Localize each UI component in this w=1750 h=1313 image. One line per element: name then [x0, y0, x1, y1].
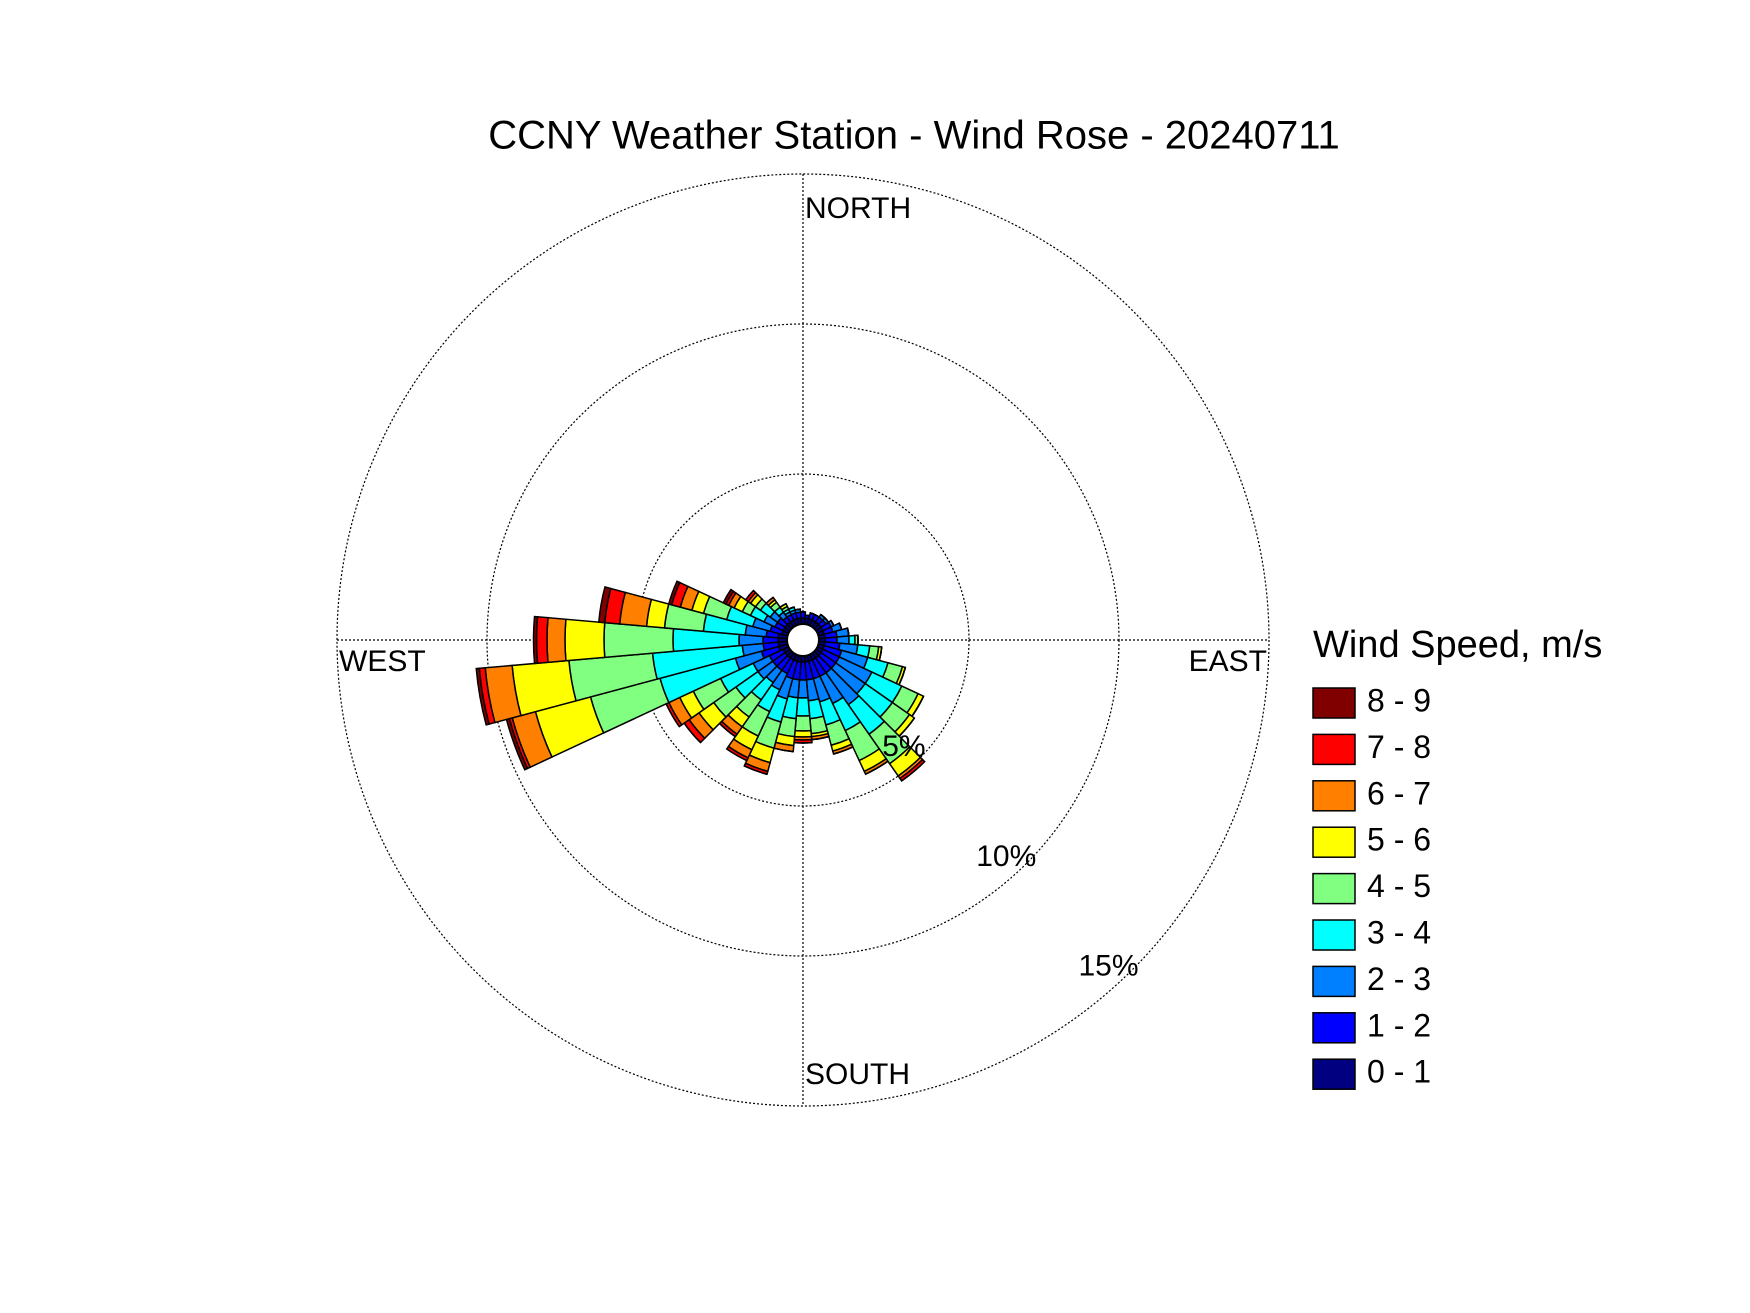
legend-label: 3 - 4	[1367, 914, 1431, 950]
wind-segment	[564, 618, 606, 662]
legend-swatch	[1312, 687, 1356, 719]
wind-segment	[597, 586, 612, 624]
r-tick-label: 5%	[882, 730, 925, 763]
wind-segment	[779, 603, 787, 608]
wind-segment	[901, 761, 926, 782]
legend-swatch	[1312, 733, 1356, 766]
legend-swatch	[1312, 872, 1356, 905]
direction-label: NORTH	[805, 192, 911, 225]
legend-label: 4 - 5	[1367, 868, 1431, 904]
wind-segment	[722, 588, 735, 606]
legend-label: 2 - 3	[1367, 961, 1431, 997]
direction-label: EAST	[1189, 645, 1267, 678]
legend-swatch	[1312, 1058, 1356, 1090]
legend-label: 0 - 1	[1367, 1054, 1431, 1090]
legend-swatch	[1312, 826, 1356, 858]
legend-label: 7 - 8	[1367, 729, 1431, 765]
wind-segment	[794, 714, 812, 732]
grid-ring	[336, 173, 1270, 1107]
wind-segment	[743, 765, 768, 775]
wind-segment	[788, 606, 795, 610]
legend-label: 8 - 9	[1367, 682, 1431, 718]
wind-segment	[532, 615, 539, 665]
legend-swatch	[1312, 965, 1356, 998]
grid-ring	[486, 323, 1120, 957]
wind-segment	[833, 746, 854, 755]
direction-label: WEST	[339, 645, 426, 678]
legend-label: 1 - 2	[1367, 1007, 1431, 1043]
chart-title: CCNY Weather Station - Wind Rose - 20240…	[488, 114, 1340, 158]
direction-label: SOUTH	[805, 1058, 910, 1091]
wind-segment	[546, 616, 567, 664]
wind-segment	[794, 608, 801, 611]
wind-segment	[848, 634, 856, 646]
wind-segment	[667, 580, 681, 606]
legend-label: 5 - 6	[1367, 822, 1431, 858]
wind-segment	[535, 615, 549, 665]
wind-segment	[475, 667, 490, 726]
r-tick-label: 15%	[1079, 950, 1139, 983]
legend-swatch	[1312, 780, 1356, 812]
wind-segment	[793, 729, 813, 738]
r-tick-label: 10%	[976, 840, 1036, 873]
legend-swatch	[1312, 919, 1356, 951]
center-hole	[786, 623, 820, 657]
legend-label: 6 - 7	[1367, 775, 1431, 811]
wind-segment	[745, 589, 755, 601]
legend-swatch	[1312, 1012, 1356, 1044]
legend-title: Wind Speed, m/s	[1313, 624, 1602, 666]
